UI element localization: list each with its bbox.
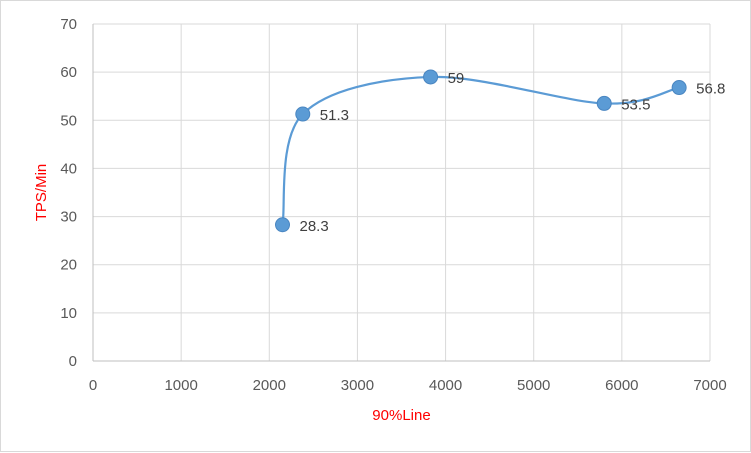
data-point bbox=[671, 80, 687, 96]
y-tick-label: 20 bbox=[60, 257, 77, 274]
y-tick-label: 60 bbox=[60, 64, 77, 81]
data-label: 51.3 bbox=[320, 107, 349, 124]
data-point bbox=[423, 69, 439, 85]
x-tick-label: 3000 bbox=[341, 377, 374, 394]
y-tick-labels: 0 10 20 30 40 50 60 70 bbox=[60, 16, 77, 370]
series-line bbox=[281, 75, 680, 225]
x-tick-label: 5000 bbox=[517, 377, 550, 394]
y-axis-title: TPS/Min bbox=[33, 164, 50, 222]
gridlines bbox=[92, 23, 711, 362]
data-label: 28.3 bbox=[300, 218, 329, 235]
x-tick-label: 2000 bbox=[253, 377, 286, 394]
y-tick-label: 50 bbox=[60, 112, 77, 129]
data-label: 56.8 bbox=[696, 81, 725, 98]
axes bbox=[92, 24, 710, 362]
data-point bbox=[275, 217, 291, 233]
x-tick-label: 0 bbox=[89, 377, 97, 394]
data-label: 59 bbox=[448, 70, 465, 87]
x-tick-label: 7000 bbox=[693, 377, 726, 394]
data-point bbox=[596, 95, 612, 111]
x-tick-labels: 0 1000 2000 3000 4000 5000 6000 7000 bbox=[89, 377, 727, 394]
y-tick-label: 10 bbox=[60, 305, 77, 322]
data-label: 53.5 bbox=[621, 96, 650, 113]
series-group bbox=[275, 69, 687, 233]
y-tick-label: 70 bbox=[60, 16, 77, 33]
y-tick-label: 30 bbox=[60, 209, 77, 226]
data-labels: 28.3 51.3 59 53.5 56.8 bbox=[300, 70, 726, 235]
data-point bbox=[295, 106, 311, 122]
y-tick-label: 40 bbox=[60, 160, 77, 177]
x-tick-label: 1000 bbox=[164, 377, 197, 394]
y-tick-label: 0 bbox=[69, 353, 77, 370]
x-tick-label: 4000 bbox=[429, 377, 462, 394]
x-axis-title: 90%Line bbox=[372, 407, 430, 424]
x-tick-label: 6000 bbox=[605, 377, 638, 394]
